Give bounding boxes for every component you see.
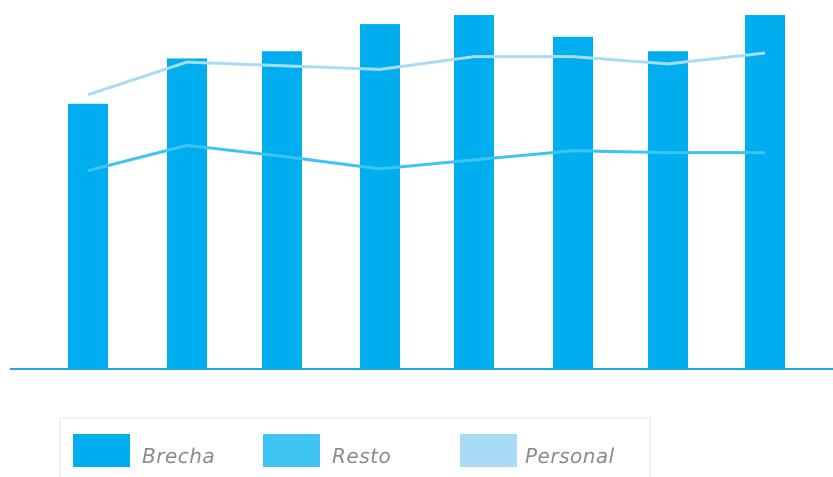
legend-label-resto: Resto <box>332 444 391 468</box>
legend: Brecha Resto Personal <box>59 417 651 477</box>
bar-brecha-2 <box>262 51 302 368</box>
legend-label-brecha: Brecha <box>142 444 215 468</box>
line-resto <box>87 143 765 173</box>
legend-box <box>59 417 651 477</box>
bar-brecha-6 <box>648 51 688 368</box>
legend-label-personal: Personal <box>525 444 615 468</box>
bar-brecha-0 <box>68 103 108 369</box>
legend-swatch-brecha <box>73 434 130 467</box>
bar-brecha-7 <box>745 15 785 369</box>
lines-layer <box>87 51 766 173</box>
legend-swatch-personal <box>460 434 517 467</box>
bar-brecha-1 <box>167 58 207 369</box>
bar-brecha-4 <box>454 15 494 369</box>
bar-brecha-5 <box>553 36 593 369</box>
bars-layer <box>68 15 785 369</box>
bar-brecha-3 <box>360 24 400 368</box>
line-personal <box>87 51 766 97</box>
legend-swatch-resto <box>263 434 320 467</box>
